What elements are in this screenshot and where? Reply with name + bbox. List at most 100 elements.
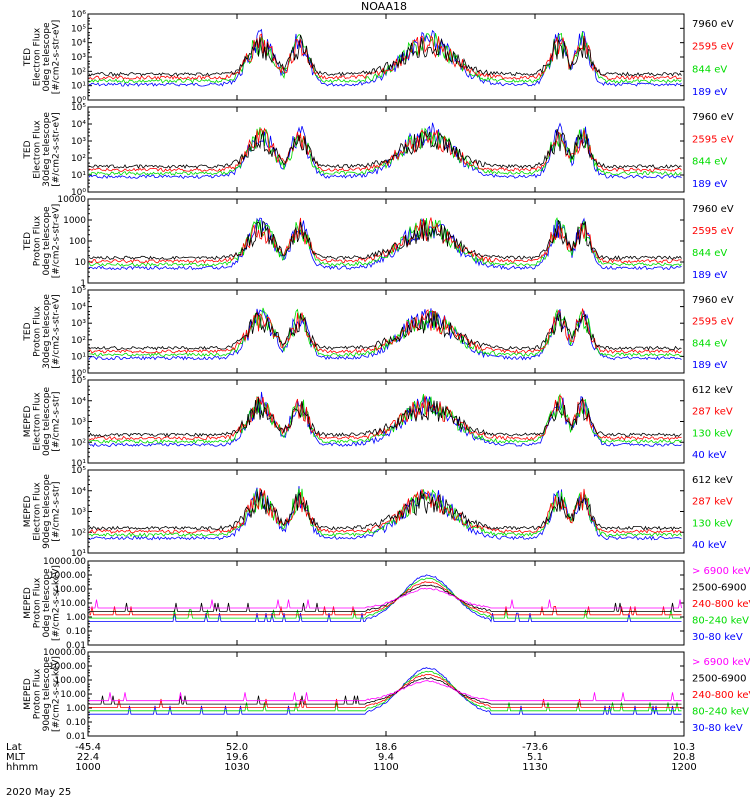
- y-tick-label: 10³: [71, 53, 86, 63]
- y-tick-label: 10³: [71, 319, 86, 329]
- y-tick-label: 10000: [57, 195, 86, 205]
- y-axis-label: TED: [23, 232, 33, 251]
- x-row-value: 1000: [75, 762, 100, 773]
- y-tick-label: 10⁴: [71, 303, 86, 313]
- y-tick-label: 10⁴: [71, 120, 86, 130]
- legend-entry: 7960 eV: [692, 204, 734, 215]
- y-axis-label: [#/cm2-s-str-eV]: [52, 204, 62, 279]
- y-axis-label: [#/cm2-s-str-eV]: [52, 112, 62, 187]
- y-tick-label: 10²: [71, 154, 86, 164]
- x-row-value: 1030: [224, 762, 249, 773]
- legend-entry: > 6900 keV: [692, 566, 750, 577]
- y-tick-label: 0.10: [66, 718, 86, 728]
- panel-frame: [88, 14, 684, 100]
- y-tick-label: 10⁶: [71, 10, 86, 20]
- legend-entry: 189 eV: [692, 179, 727, 190]
- legend-entry: 844 eV: [692, 248, 727, 259]
- y-tick-label: 10¹: [71, 171, 86, 181]
- y-tick-label: 10¹: [71, 352, 86, 362]
- y-tick-label: 10³: [71, 508, 86, 518]
- x-row-value: 1100: [373, 762, 398, 773]
- panel-frame: [88, 107, 684, 192]
- y-axis-label: 0deg telescope: [42, 568, 52, 638]
- y-tick-label: 10³: [71, 137, 86, 147]
- y-axis-label: MEPED: [23, 406, 33, 438]
- legend-entry: 7960 eV: [692, 112, 734, 123]
- y-tick-label: 10⁴: [71, 487, 86, 497]
- panel-5: 10⁵ 10⁴ 10³ 10² 10¹ MEPED Electron Flux 0deg te…: [23, 376, 733, 469]
- legend-entry: 844 eV: [692, 338, 727, 349]
- y-axis-label: Electron Flux: [33, 392, 43, 451]
- legend-entry: 844 eV: [692, 64, 727, 75]
- panel-2: 10⁵ 10⁴ 10³ 10² 10¹ 10⁰ TED Electron Flux 30deg …: [23, 103, 734, 198]
- y-tick-label: 10²: [71, 67, 86, 77]
- y-tick-label: 10000.00: [43, 648, 86, 658]
- y-tick-label: 10⁵: [71, 376, 86, 386]
- y-axis-label: 30deg telescope: [42, 294, 52, 369]
- y-tick-label: 1.00: [66, 613, 86, 623]
- y-tick-label: 10⁵: [71, 103, 86, 113]
- legend-entry: 80-240 keV: [692, 616, 749, 627]
- y-axis-label: Electron Flux: [33, 120, 43, 179]
- legend-entry: 130 keV: [692, 428, 733, 439]
- legend-entry: 240-800 keV: [692, 690, 750, 701]
- panel-3: 10000 1000 100 10 1 TED Proton Flux 0deg telesc…: [23, 195, 734, 289]
- legend-entry: 844 eV: [692, 157, 727, 168]
- y-tick-label: 10.00: [60, 690, 86, 700]
- y-tick-label: 10³: [71, 418, 86, 428]
- y-axis-label: 90deg telescope: [42, 474, 52, 549]
- y-axis-label: MEPED: [23, 587, 33, 619]
- y-tick-label: 10⁴: [71, 39, 86, 49]
- panel-frame: [88, 470, 684, 553]
- x-row-value: 1130: [522, 762, 547, 773]
- y-axis-label: Electron Flux: [33, 482, 43, 541]
- panel-7: 10000.001000.00100.0010.001.000.100.01ME…: [23, 557, 750, 651]
- y-axis-label: 30deg telescope: [42, 112, 52, 187]
- legend-entry: 40 keV: [692, 540, 726, 551]
- y-axis-label: [#/cm2-s-sr-keV]: [52, 565, 62, 641]
- panel-frame: [88, 380, 684, 463]
- legend-entry: 2500-6900: [692, 674, 747, 685]
- y-tick-label: 100: [69, 237, 86, 247]
- y-axis-label: 0deg telescope: [42, 206, 52, 276]
- legend-entry: 80-240 keV: [692, 707, 749, 718]
- legend-entry: 287 keV: [692, 407, 733, 418]
- panel-6: 10⁵ 10⁴ 10³ 10² 10¹ MEPED Electron Flux 90deg t…: [23, 466, 733, 559]
- legend-entry: 240-800 keV: [692, 599, 750, 610]
- legend-entry: 287 keV: [692, 497, 733, 508]
- y-tick-label: 10¹: [71, 82, 86, 92]
- legend-entry: 30-80 keV: [692, 723, 743, 734]
- panel-8: 10000.00 1000.00 100.00 10.00 1.00 0.10 0.01 ME…: [23, 648, 750, 742]
- legend-entry: 189 eV: [692, 270, 727, 281]
- y-tick-label: 1000: [63, 216, 86, 226]
- y-axis-label: Proton Flux: [33, 215, 43, 266]
- legend-entry: > 6900 keV: [692, 657, 750, 668]
- legend-entry: 130 keV: [692, 518, 733, 529]
- legend-entry: 2595 eV: [692, 226, 734, 237]
- y-tick-label: 1.00: [66, 704, 86, 714]
- y-tick-label: 10⁵: [71, 286, 86, 296]
- panel-4: 10⁵10⁴10³10²10¹10⁰TED Proton Flux 30deg te…: [23, 286, 734, 379]
- y-axis-label: Proton Flux: [33, 668, 43, 719]
- legend-entry: 612 keV: [692, 385, 733, 396]
- figure-title: NOAA18: [361, 0, 407, 13]
- panel-frame: [88, 199, 684, 283]
- legend-entry: 189 eV: [692, 360, 727, 371]
- legend-entry: 30-80 keV: [692, 632, 743, 643]
- y-axis-label: [#/cm2-s-str]: [52, 391, 62, 451]
- y-axis-label: [#/cm2-s-str-eV]: [52, 294, 62, 369]
- y-tick-label: 10⁵: [71, 24, 86, 34]
- legend-entry: 612 keV: [692, 475, 733, 486]
- y-axis-label: TED: [23, 322, 33, 341]
- y-axis-label: 90deg telescope: [42, 656, 52, 731]
- y-tick-label: 10²: [71, 438, 86, 448]
- legend-entry: 189 eV: [692, 87, 727, 98]
- y-axis-label: [#/cm2-s-sr-keV]: [52, 656, 62, 732]
- y-axis-label: [#/cm2-s-str-eV]: [52, 20, 62, 95]
- y-axis-label: Proton Flux: [33, 306, 43, 357]
- x-row-label: hhmm: [6, 762, 38, 773]
- x-axis-labels: Lat -45.4 52.0 18.6 -73.6 10.3MLT 22.4 19.6 9.4 5…: [6, 742, 697, 773]
- y-tick-label: 0.10: [66, 627, 86, 637]
- y-axis-label: TED: [23, 48, 33, 67]
